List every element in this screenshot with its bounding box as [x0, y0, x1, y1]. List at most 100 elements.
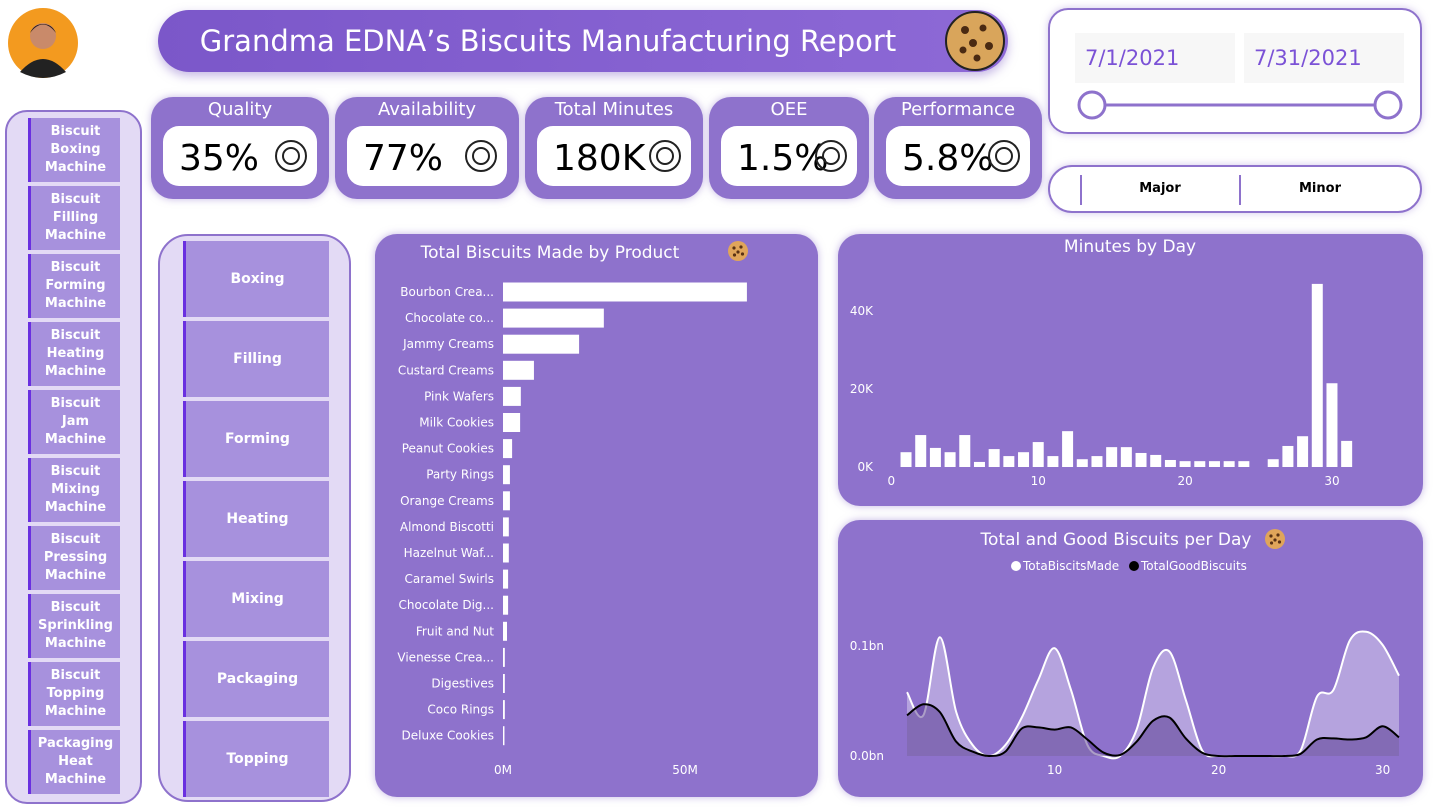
cookie-icon [728, 241, 748, 261]
bar [929, 447, 941, 467]
biscuits-per-day-chart: Total and Good Biscuits per Day TotaBisci… [838, 520, 1423, 797]
bar [915, 435, 927, 467]
kpi-box: 35% [163, 126, 317, 186]
machine-button[interactable]: Biscuit Heating Machine [28, 322, 120, 386]
x-tick-label: 0 [888, 474, 896, 488]
machine-button[interactable]: Packaging Heat Machine [28, 730, 120, 794]
category-label: Pink Wafers [424, 389, 494, 403]
bar [1194, 461, 1206, 467]
x-tick-label: 50M [672, 763, 698, 777]
category-label: Custard Creams [398, 363, 494, 377]
process-button[interactable]: Mixing [183, 561, 329, 637]
kpi-label: Total Minutes [554, 99, 674, 120]
date-range-slider[interactable] [1050, 85, 1420, 125]
bar [1062, 431, 1074, 467]
chart-title: Total and Good Biscuits per Day [980, 530, 1252, 550]
bar [1003, 456, 1015, 467]
machine-button[interactable]: Biscuit Topping Machine [28, 662, 120, 726]
avatar [8, 8, 78, 78]
bar [503, 491, 510, 511]
x-tick-label: 0M [494, 763, 512, 777]
bar [503, 517, 509, 537]
bar [959, 435, 971, 467]
machine-button[interactable]: Biscuit Forming Machine [28, 254, 120, 318]
category-label: Chocolate Dig... [399, 598, 495, 612]
y-tick-label: 0.1bn [850, 639, 884, 653]
bar [1326, 383, 1338, 467]
bar [1135, 452, 1147, 467]
machine-button[interactable]: Biscuit Mixing Machine [28, 458, 120, 522]
area [907, 704, 1399, 757]
process-button[interactable]: Packaging [183, 641, 329, 717]
machine-button[interactable]: Biscuit Sprinkling Machine [28, 594, 120, 658]
machine-slicer: Biscuit Boxing Machine Biscuit Filling Ma… [5, 110, 142, 804]
kpi-box: 77% [347, 126, 507, 186]
x-tick-label: 30 [1375, 763, 1390, 777]
legend-label: TotalGoodBiscuits [1140, 559, 1247, 573]
kpi-box: 5.8% [886, 126, 1030, 186]
category-label: Milk Cookies [419, 416, 494, 430]
bar [1032, 442, 1044, 467]
machine-button[interactable]: Biscuit Boxing Machine [28, 118, 120, 182]
legend-label: TotaBiscitsMade [1022, 559, 1119, 573]
chart-title: Minutes by Day [1064, 237, 1196, 257]
bar [503, 282, 747, 302]
bar [503, 439, 513, 459]
bar [503, 647, 505, 667]
header-title: Grandma EDNA’s Biscuits Manufacturing Re… [199, 24, 897, 58]
kpi-card: OEE 1.5% [709, 97, 869, 199]
x-tick-label: 10 [1031, 474, 1046, 488]
cookie-icon [1265, 529, 1285, 549]
category-label: Orange Creams [400, 494, 494, 508]
bar [503, 700, 505, 720]
machine-button[interactable]: Biscuit Pressing Machine [28, 526, 120, 590]
bar [944, 452, 956, 467]
category-label: Chocolate co... [405, 311, 494, 325]
start-date[interactable]: 7/1/2021 [1075, 33, 1235, 83]
bar [1282, 445, 1294, 467]
kpi-icon [275, 140, 307, 172]
process-button[interactable]: Forming [183, 401, 329, 477]
date-slicer[interactable]: 7/1/2021 7/31/2021 [1048, 8, 1422, 134]
process-slicer: Boxing Filling Forming Heating Mixing Packagi… [158, 234, 351, 802]
bar [988, 449, 1000, 467]
bar [1018, 452, 1030, 467]
category-label: Hazelnut Waf... [404, 546, 494, 560]
bar [1297, 436, 1309, 467]
kpi-card: Performance 5.8% [874, 97, 1042, 199]
cookie-icon [945, 11, 1005, 71]
bar [503, 569, 509, 589]
end-date[interactable]: 7/31/2021 [1244, 33, 1404, 83]
machine-button[interactable]: Biscuit Jam Machine [28, 390, 120, 454]
category-label: Digestives [431, 677, 494, 691]
kpi-label: OEE [770, 99, 808, 120]
category-label: Almond Biscotti [400, 520, 494, 534]
bar [503, 465, 510, 485]
kpi-icon [649, 140, 681, 172]
machine-button[interactable]: Biscuit Filling Machine [28, 186, 120, 250]
bar [503, 386, 521, 406]
kpi-label: Availability [377, 99, 477, 120]
bar [503, 413, 521, 432]
category-label: Jammy Creams [402, 337, 494, 351]
bar [503, 595, 509, 615]
y-tick-label: 0.0bn [850, 749, 884, 763]
minor-button[interactable]: Minor [1299, 181, 1341, 196]
process-button[interactable]: Boxing [183, 241, 329, 317]
y-tick-label: 40K [850, 304, 874, 318]
bar [503, 334, 580, 354]
bar [503, 308, 604, 328]
major-button[interactable]: Major [1139, 181, 1181, 196]
category-label: Bourbon Crea... [400, 285, 494, 299]
process-button[interactable]: Topping [183, 721, 329, 797]
category-label: Coco Rings [427, 703, 494, 717]
kpi-value: 5.8% [902, 138, 994, 179]
process-button[interactable]: Filling [183, 321, 329, 397]
product-bar-chart: Total Biscuits Made by Product Bourbon Cr… [375, 234, 818, 797]
bar [1311, 283, 1323, 467]
kpi-card: Quality 35% [151, 97, 329, 199]
bar [503, 621, 508, 641]
bar [1179, 461, 1191, 467]
bar [973, 461, 985, 467]
process-button[interactable]: Heating [183, 481, 329, 557]
